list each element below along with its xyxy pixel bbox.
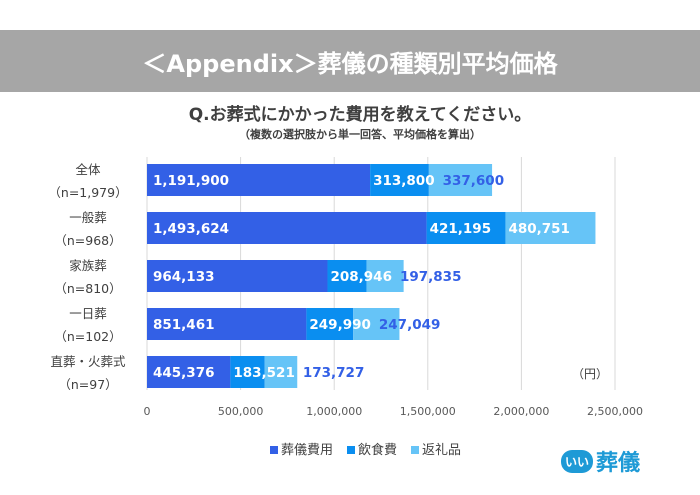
data-label: 964,133 (153, 269, 215, 285)
bar-segment (306, 308, 354, 340)
legend-label: 返礼品 (422, 443, 462, 458)
legend-swatch (347, 446, 356, 454)
legend-item: 飲食費 (347, 439, 397, 458)
data-label: 445,376 (153, 365, 215, 381)
x-tick-label: 2,000,000 (493, 405, 549, 418)
data-label: 173,727 (303, 365, 365, 381)
data-label: 208,946 (330, 269, 392, 285)
data-label: 480,751 (508, 221, 570, 237)
legend-label: 飲食費 (358, 443, 398, 458)
bar-segment (147, 164, 371, 196)
legend: 葬儀費用 飲食費 返礼品 (270, 439, 461, 458)
category-n-label: （n=968） (54, 233, 121, 248)
bar-segment (147, 212, 427, 244)
logo-text: 葬儀 (596, 451, 641, 476)
bar-segment (147, 260, 328, 292)
data-label: 183,521 (233, 365, 295, 381)
data-label: 247,049 (379, 317, 441, 333)
legend-swatch (411, 446, 420, 454)
category-n-label: （n=102） (54, 329, 121, 344)
bar-segment (147, 308, 307, 340)
category-label: 一般葬 (69, 210, 107, 225)
bar-segment (353, 308, 400, 340)
bar-segment (327, 260, 367, 292)
x-tick-label: 500,000 (218, 405, 264, 418)
data-label: 1,493,624 (153, 221, 229, 237)
category-label: 全体 (75, 162, 101, 177)
bar-segment (370, 164, 429, 196)
legend-label: 葬儀費用 (281, 443, 334, 458)
logo-mark: いい (561, 449, 594, 473)
legend-item: 返礼品 (411, 439, 461, 458)
data-label: 337,600 (443, 173, 505, 189)
page-title: ＜Appendix＞葬儀の種類別平均価格 (0, 30, 700, 92)
category-label: 家族葬 (69, 258, 107, 273)
x-tick-label: 1,500,000 (400, 405, 456, 418)
x-tick-label: 2,500,000 (587, 405, 643, 418)
category-n-label: （n=810） (54, 281, 121, 296)
bar-segment (505, 212, 596, 244)
category-n-label: （n=97） (58, 377, 117, 392)
data-label: 1,191,900 (153, 173, 229, 189)
data-label: 421,195 (430, 221, 492, 237)
data-label: 851,461 (153, 317, 215, 333)
question-note: （複数の選択肢から単一回答、平均価格を算出） (239, 128, 481, 141)
bar-segment (428, 164, 493, 196)
data-label: 249,990 (309, 317, 371, 333)
category-n-label: （n=1,979） (48, 185, 127, 200)
x-tick-label: 1,000,000 (306, 405, 362, 418)
x-tick-label: 0 (144, 405, 151, 418)
bar-segment (230, 356, 265, 388)
category-label: 直葬・火葬式 (50, 354, 126, 369)
logo: いい 葬儀 (561, 445, 640, 477)
question-text: Q.お葬式にかかった費用を教えてください。 (188, 105, 532, 125)
bar-segment (147, 356, 231, 388)
data-label: 313,800 (373, 173, 435, 189)
bar-segment (264, 356, 298, 388)
legend-item: 葬儀費用 (270, 439, 333, 458)
data-label: 197,835 (400, 269, 462, 285)
bar-segment (426, 212, 506, 244)
bar-segment (366, 260, 404, 292)
category-label: 一日葬 (69, 306, 107, 321)
legend-swatch (270, 446, 278, 454)
unit-label: （円） (572, 367, 608, 381)
